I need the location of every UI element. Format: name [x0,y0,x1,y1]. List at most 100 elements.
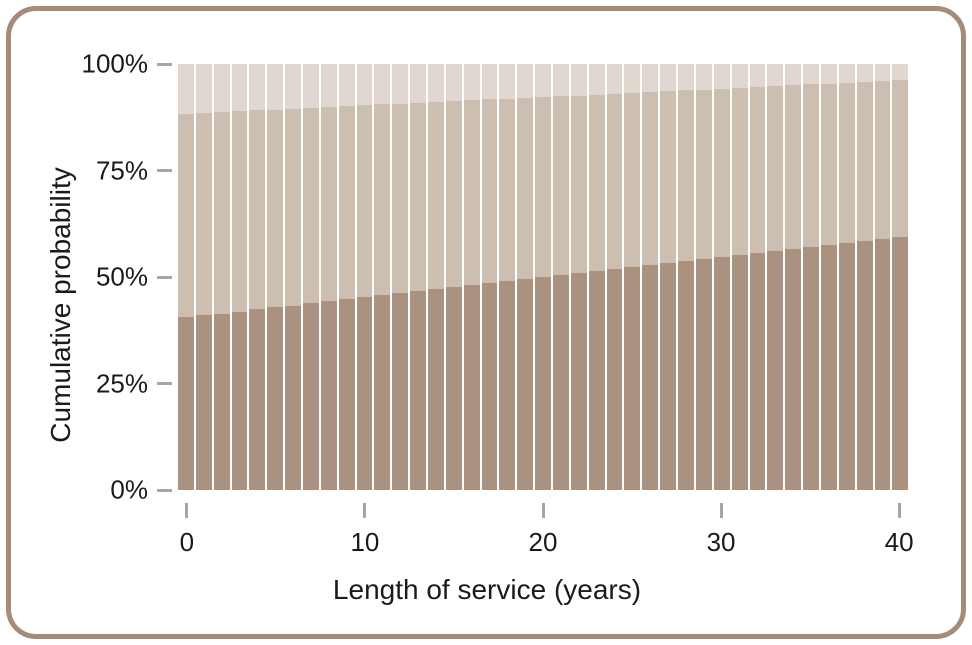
bottom-segment [356,297,373,490]
middle-segment [267,109,284,308]
plot-area [178,64,909,490]
middle-segment [820,83,837,246]
top-segment [749,64,766,87]
top-segment [303,64,319,108]
x-tick-mark [363,503,367,518]
bottom-segment [731,255,748,490]
x-tick-label: 10 [350,527,380,557]
bottom-segment [642,265,659,490]
top-segment [856,64,873,82]
top-segment [624,64,641,93]
middle-segment [338,106,355,300]
bottom-segment [410,291,427,490]
bar-year-38 [856,64,873,490]
bottom-segment [303,303,319,490]
top-segment [874,64,891,82]
bottom-segment [660,262,677,490]
bar-year-32 [749,64,766,490]
bottom-segment [517,279,534,490]
bottom-segment [749,253,766,490]
top-segment [267,64,284,110]
bottom-segment [588,271,605,490]
middle-segment [678,90,694,262]
bottom-segment [695,259,712,490]
bottom-segment [231,311,248,490]
bottom-segment [803,247,819,490]
middle-segment [374,104,391,296]
bar-year-14 [428,64,444,490]
y-tick-mark [157,62,172,66]
bottom-segment [606,269,623,490]
middle-segment [731,87,748,256]
bottom-segment [320,301,337,490]
bottom-segment [892,236,909,490]
bar-year-4 [249,64,266,490]
top-segment [820,64,837,84]
middle-segment [213,112,230,314]
x-tick-label: 40 [884,527,914,557]
bottom-segment [535,276,552,490]
middle-segment [356,105,373,298]
bar-year-19 [517,64,534,490]
bar-year-2 [213,64,230,490]
bottom-segment [785,248,802,490]
middle-segment [892,80,909,237]
top-segment [803,64,819,85]
middle-segment [570,95,587,274]
top-segment [678,64,694,91]
bottom-segment [249,309,266,490]
bar-year-12 [392,64,409,490]
bar-year-27 [660,64,677,490]
bottom-segment [338,299,355,490]
bar-year-1 [195,64,212,490]
top-segment [410,64,427,103]
top-segment [374,64,391,105]
bar-year-10 [356,64,373,490]
top-segment [785,64,802,86]
bottom-segment [856,240,873,490]
bottom-segment [392,293,409,490]
top-segment [320,64,337,108]
middle-segment [195,112,212,316]
top-segment [731,64,748,88]
bar-year-29 [695,64,712,490]
top-segment [481,64,498,100]
top-segment [535,64,552,97]
middle-segment [428,101,444,290]
y-tick-label: 25% [95,368,148,398]
middle-segment [553,96,569,276]
top-segment [606,64,623,94]
top-segment [892,64,909,81]
bar-year-37 [838,64,855,490]
bar-year-8 [320,64,337,490]
middle-segment [660,91,677,263]
middle-segment [624,92,641,268]
middle-segment [178,113,194,318]
middle-segment [249,110,266,310]
middle-segment [303,107,319,304]
y-tick-mark [157,275,172,279]
bottom-segment [463,285,480,490]
bottom-segment [713,256,730,490]
bar-year-24 [606,64,623,490]
middle-segment [874,81,891,240]
middle-segment [231,111,248,312]
bottom-segment [678,261,694,490]
bar-year-21 [553,64,569,490]
bottom-segment [178,317,194,490]
bottom-segment [838,242,855,490]
y-tick-label: 50% [95,261,148,292]
y-tick-label: 100% [81,48,149,79]
middle-segment [713,88,730,257]
middle-segment [749,87,766,254]
middle-segment [392,103,409,294]
top-segment [213,64,230,113]
middle-segment [410,102,427,292]
top-segment [392,64,409,104]
bar-year-25 [624,64,641,490]
bottom-segment [767,251,784,490]
y-axis-title: Cumulative probability [45,167,76,443]
top-segment [338,64,355,107]
middle-segment [481,99,498,284]
bar-year-9 [338,64,355,490]
